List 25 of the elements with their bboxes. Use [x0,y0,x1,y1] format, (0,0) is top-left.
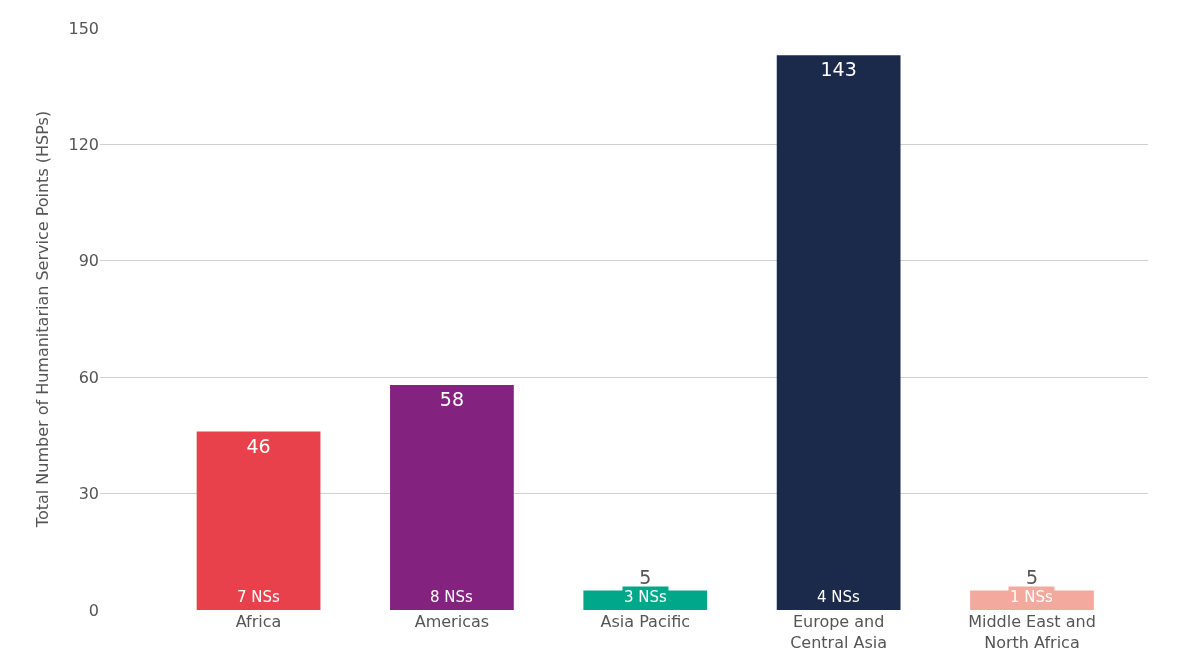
data-label: 5 [1025,565,1039,588]
y-axis-title: Total Number of Humanitarian Service Points (HSPs) [33,110,53,529]
y-tick-label: 60 [78,367,99,387]
bar [776,55,901,610]
y-tick-label: 90 [78,251,99,271]
annotation: 1 NSs [1010,588,1054,606]
y-tick-label: 30 [78,484,99,504]
y-tick-label: 0 [88,600,99,620]
data-label: 143 [820,58,857,81]
annotation: 4 NSs [817,588,861,606]
x-tick-label: Europe and Central Asia [790,612,888,652]
x-tick-label: Africa [235,612,282,631]
annotation: 8 NSs [430,588,474,606]
annotation: 3 NSs [624,588,668,606]
x-tick-label: Asia Pacific [600,612,690,631]
y-tick-label: 150 [68,18,99,38]
data-label: 46 [246,434,271,457]
bar [196,431,321,610]
x-tick-label: Americas [414,612,490,631]
data-label: 58 [439,387,465,410]
annotation: 7 NSs [237,588,281,606]
data-label: 5 [639,565,652,588]
x-tick-label: Middle East and North Africa [968,612,1096,652]
bar [390,384,514,610]
y-tick-label: 120 [68,135,99,154]
